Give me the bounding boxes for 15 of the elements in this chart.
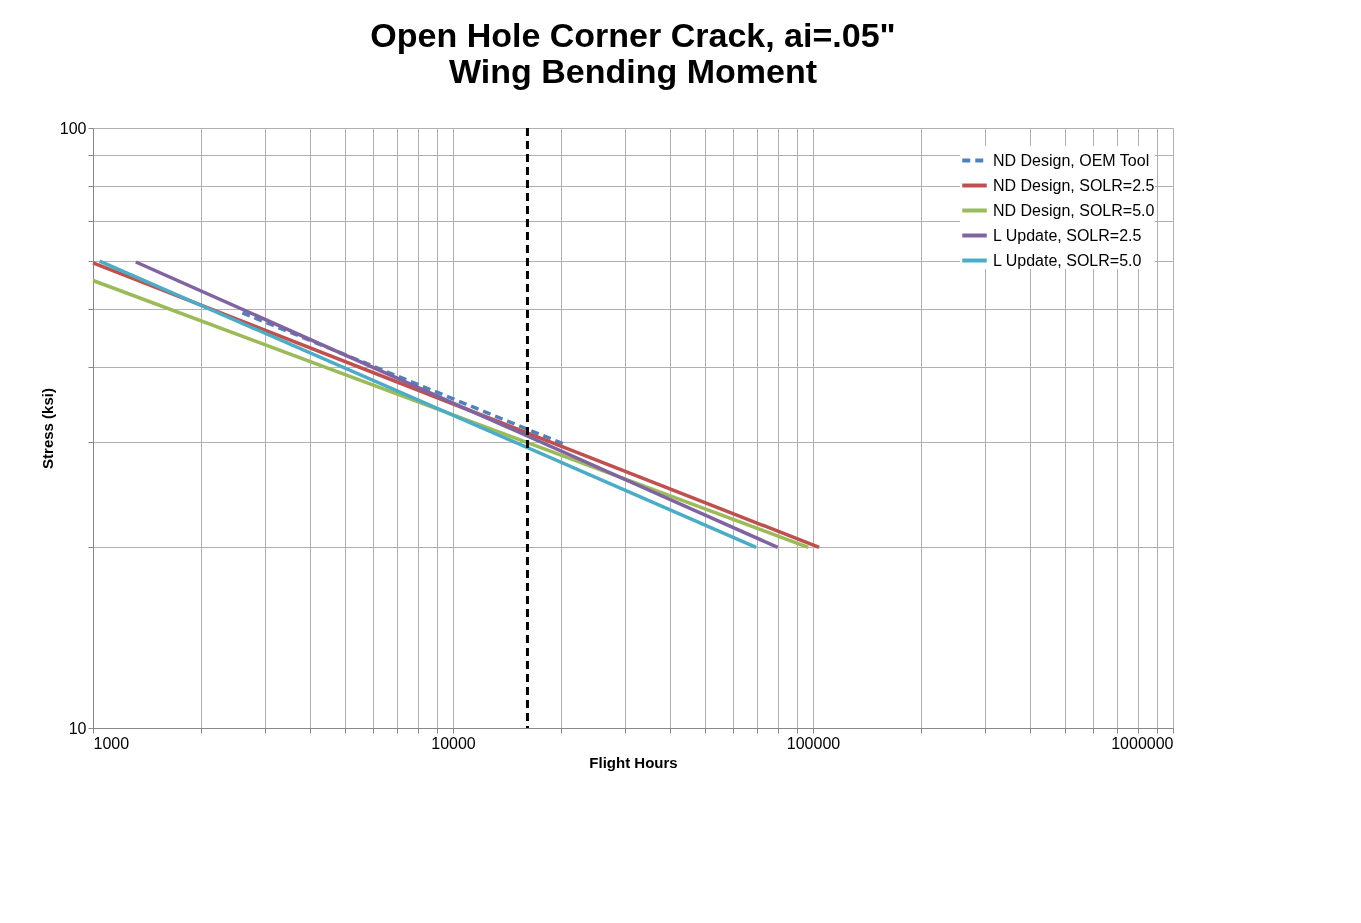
- x-axis-title: Flight Hours: [589, 753, 678, 771]
- y-axis-title: Stress (ksi): [38, 388, 56, 469]
- legend-label: L Update, SOLR=2.5: [993, 226, 1142, 244]
- x-tick-label: 1000: [93, 734, 130, 752]
- x-tick-label: 10000: [431, 734, 476, 752]
- y-tick-label: 100: [59, 119, 87, 137]
- legend-label: ND Design, SOLR=5.0: [993, 201, 1155, 219]
- y-tick-label: 10: [68, 719, 87, 737]
- text: Wing Bending Moment: [449, 52, 817, 90]
- legend-label: ND Design, OEM Tool: [993, 151, 1150, 169]
- legend-label: ND Design, SOLR=2.5: [993, 176, 1155, 194]
- legend-label: L Update, SOLR=5.0: [993, 251, 1142, 269]
- text: Open Hole Corner Crack, ai=.05": [370, 16, 896, 54]
- x-tick-label: 1000000: [1111, 734, 1174, 752]
- x-tick-label: 100000: [786, 734, 841, 752]
